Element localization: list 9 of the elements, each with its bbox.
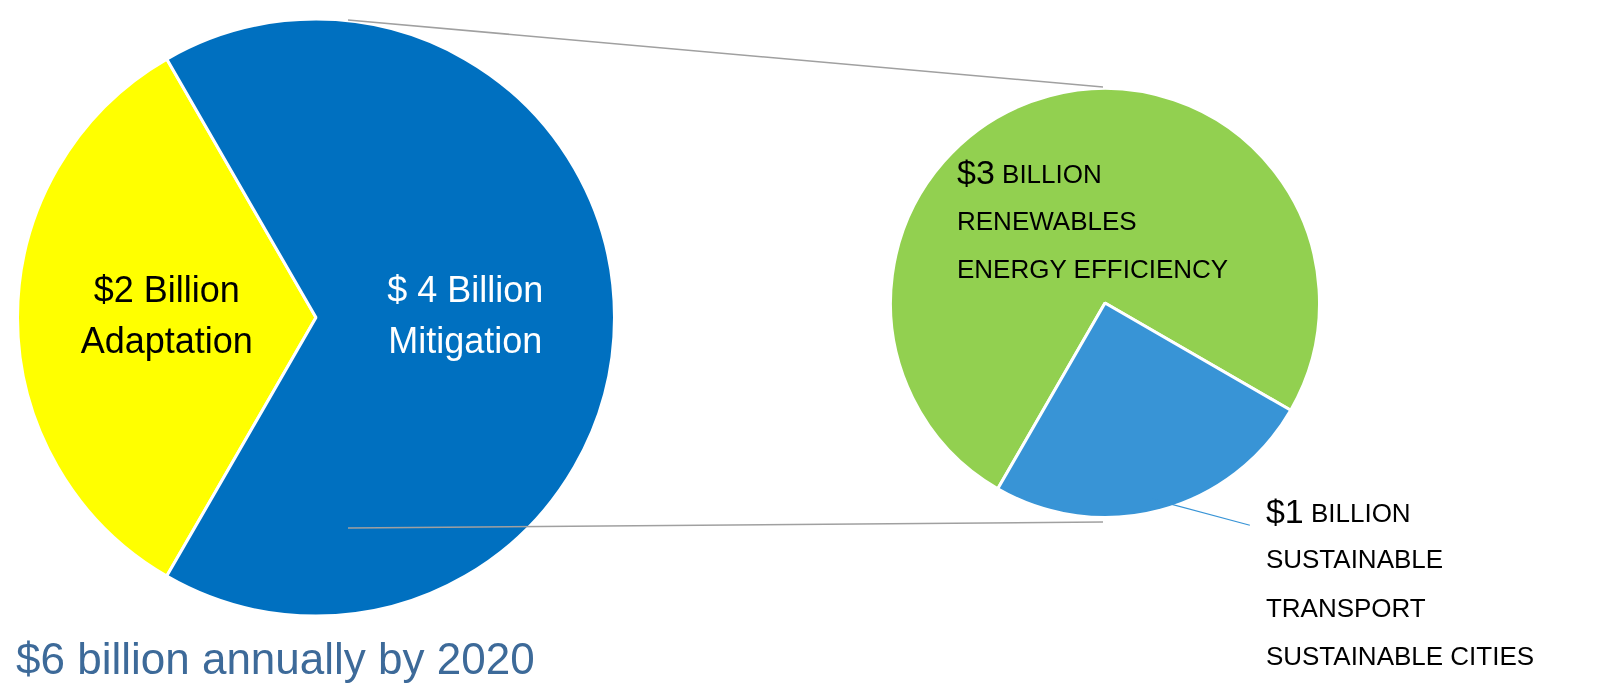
data-label: $1 BILLION	[1265, 491, 1411, 530]
slice-label: Mitigation	[388, 319, 543, 361]
data-label: $2 Billion	[93, 269, 240, 311]
slice-label: SUSTAINABLE TRANSPORT SUSTAINABLE CITIES	[1265, 544, 1535, 671]
data-label: $ 4 Billion	[387, 269, 544, 311]
slice-label: Adaptation	[80, 319, 253, 361]
slice-label: RENEWABLES ENERGY EFFICIENCY	[956, 205, 1229, 284]
text: $6 billion annually by 2020	[16, 633, 535, 683]
data-label: $3 BILLION	[956, 152, 1102, 191]
